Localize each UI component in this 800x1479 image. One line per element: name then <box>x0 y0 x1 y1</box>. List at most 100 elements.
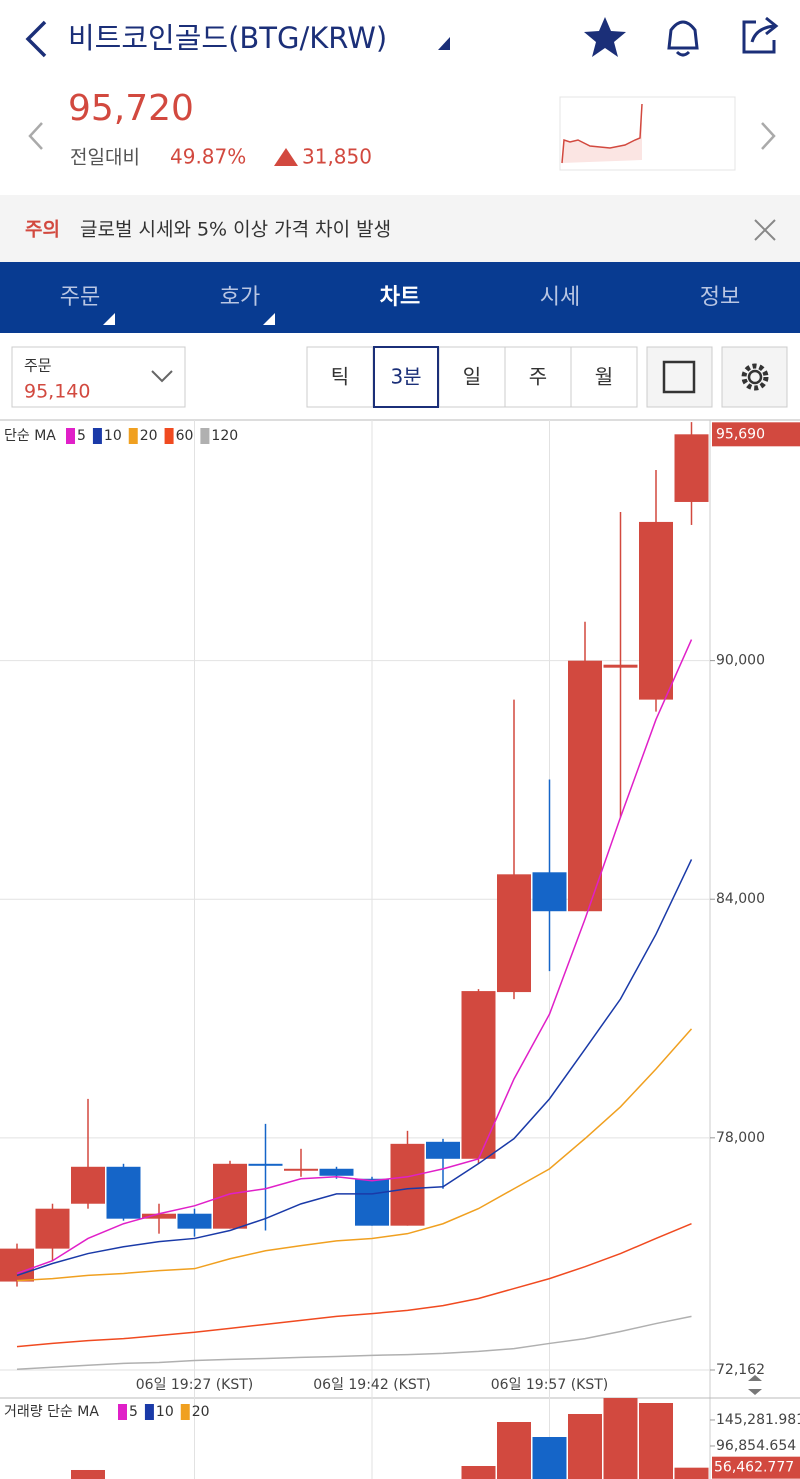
candle-body <box>497 874 531 993</box>
ma-line <box>16 1315 692 1371</box>
x-tick-label: 06일 19:57 (KST) <box>491 1377 608 1393</box>
interval-label: 일 <box>463 365 481 389</box>
interval-label: 3분 <box>390 365 421 389</box>
tab[interactable]: 호가 <box>220 285 260 310</box>
draw-icon <box>662 360 696 394</box>
pane-resize[interactable] <box>748 1375 762 1395</box>
candle-body <box>603 664 638 668</box>
x-tick-label: 06일 19:27 (KST) <box>136 1377 253 1393</box>
next-coin[interactable] <box>761 122 776 150</box>
order-chevron <box>151 370 173 383</box>
candle-body <box>142 1213 176 1219</box>
candle-body <box>568 660 602 912</box>
draw-button[interactable] <box>646 346 713 408</box>
legend-swatch <box>164 428 174 444</box>
ma-line <box>16 1223 692 1348</box>
candle-body <box>0 1248 34 1282</box>
y-tick-label: 72,162 <box>716 1362 765 1378</box>
order-price: 95,140 <box>24 381 90 403</box>
intervals: 틱 3분 일 주 월 <box>306 346 638 408</box>
interval-label: 월 <box>595 365 613 389</box>
order-box[interactable] <box>11 346 186 408</box>
ma-line <box>16 639 693 1275</box>
legend-label: 120 <box>211 428 238 444</box>
candle-body <box>35 1208 70 1249</box>
y-tick-label: 84,000 <box>716 891 765 907</box>
change-amount: 31,850 <box>302 145 372 169</box>
legend-swatch <box>118 1404 127 1420</box>
y-tick-label: 145,281.981 <box>716 1412 800 1428</box>
share[interactable] <box>742 16 779 54</box>
prev-coin[interactable] <box>28 122 43 150</box>
legend-label: 20 <box>140 428 158 444</box>
notice-bar <box>0 195 800 262</box>
price: 95,720 <box>68 88 194 129</box>
candle-body <box>71 1166 105 1204</box>
settings-button[interactable] <box>721 346 788 408</box>
volume-bar <box>71 1469 105 1479</box>
candle-body <box>674 434 709 502</box>
order-label: 주문 <box>24 357 52 375</box>
legend-label: 20 <box>192 1404 210 1420</box>
volume-legend-title: 거래량 단순 MA <box>4 1404 99 1420</box>
candle-body <box>426 1141 460 1159</box>
interval-button[interactable] <box>438 346 506 408</box>
ma-legend-title: 단순 MA <box>4 428 56 444</box>
tab[interactable]: 시세 <box>540 285 580 310</box>
x-tick-label: 06일 19:42 (KST) <box>313 1377 430 1393</box>
legend-swatch <box>180 1404 190 1420</box>
candle-body <box>284 1168 318 1171</box>
gear-icon <box>747 369 763 385</box>
interval-button[interactable] <box>372 346 440 408</box>
tab[interactable]: 주문 <box>60 285 100 310</box>
interval-label: 틱 <box>331 365 349 389</box>
legend-swatch <box>144 1404 154 1420</box>
interval-button[interactable] <box>570 346 638 408</box>
interval-label: 주 <box>529 365 547 389</box>
title-dropdown[interactable] <box>438 37 450 50</box>
candle-body <box>319 1168 354 1176</box>
legend-swatch <box>92 428 102 444</box>
ma-line <box>16 1028 693 1282</box>
notice-text: 글로벌 시세와 5% 이상 가격 차이 발생 <box>80 219 391 241</box>
sparkline <box>561 103 643 164</box>
volume-bar <box>568 1413 602 1479</box>
volume-bar <box>674 1467 709 1479</box>
y-tick-label: 96,854.654 <box>716 1438 796 1454</box>
candle-body <box>461 991 496 1159</box>
volume-bar <box>461 1466 496 1479</box>
candle-body <box>248 1163 283 1166</box>
last-price-label: 95,690 <box>716 426 765 442</box>
title: 비트코인골드(BTG/KRW) <box>68 21 387 55</box>
volume-bar <box>639 1403 673 1479</box>
tab[interactable]: 정보 <box>700 285 740 310</box>
tab[interactable]: 차트 <box>380 285 420 310</box>
candle-body <box>213 1163 247 1229</box>
legend-label: 60 <box>176 428 194 444</box>
volume-bar <box>532 1437 567 1479</box>
tab-bar <box>0 262 800 333</box>
legend-label: 5 <box>77 428 86 444</box>
candle-body <box>177 1213 212 1229</box>
legend-swatch <box>200 428 210 444</box>
up-arrow <box>274 148 298 166</box>
candle-body <box>639 521 673 700</box>
alarm-bell[interactable] <box>667 20 699 57</box>
candle-body <box>355 1178 389 1226</box>
favorite-star[interactable] <box>584 17 626 57</box>
legend-label: 10 <box>156 1404 174 1420</box>
interval-selected <box>373 346 439 408</box>
candle-body <box>390 1143 425 1226</box>
y-tick-label: 78,000 <box>716 1130 765 1146</box>
back-button[interactable] <box>25 20 47 58</box>
y-tick-label: 90,000 <box>716 653 765 669</box>
notice-close[interactable] <box>754 219 776 241</box>
interval-button[interactable] <box>504 346 572 408</box>
tabs: 주문 호가 차트 시세 정보 <box>60 285 740 310</box>
candle-body <box>106 1166 141 1219</box>
legend-label: 10 <box>104 428 122 444</box>
legend-label: 5 <box>129 1404 138 1420</box>
gear-teeth <box>741 363 769 391</box>
change-rate: 49.87% <box>170 145 246 169</box>
